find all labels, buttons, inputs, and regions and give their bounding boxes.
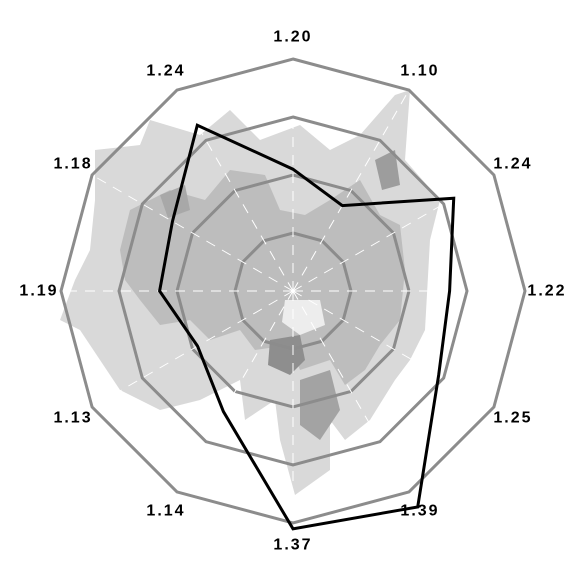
- spoke-label-4: 1.25: [493, 410, 532, 427]
- radar-spokes: [43, 41, 543, 541]
- spoke-7: [167, 290, 294, 508]
- map-region-dark-2: [300, 370, 340, 440]
- series-0-line: [158, 123, 456, 531]
- spoke-label-0: 1.20: [273, 29, 312, 46]
- spoke-label-7: 1.14: [146, 502, 185, 519]
- radar-series: [158, 123, 456, 531]
- spoke-10: [76, 165, 294, 292]
- map-region-center: [282, 300, 325, 335]
- spoke-11: [167, 74, 294, 292]
- map-region-dark-4: [375, 150, 400, 190]
- spoke-label-1: 1.10: [400, 63, 439, 80]
- grid-ring-3: [117, 115, 469, 467]
- spoke-4: [292, 290, 510, 417]
- map-region-dark-3: [160, 185, 190, 218]
- spoke-label-10: 1.18: [53, 156, 92, 173]
- spoke-label-11: 1.24: [146, 63, 185, 80]
- spoke-label-2: 1.24: [493, 156, 532, 173]
- spoke-label-3: 1.22: [527, 283, 566, 300]
- spoke-label-9: 1.19: [19, 283, 58, 300]
- spoke-label-8: 1.13: [53, 410, 92, 427]
- spoke-2: [292, 165, 510, 292]
- spoke-1: [292, 74, 419, 292]
- spoke-labels: 1.20 1.10 1.24 1.22 1.25 1.39 1.37 1.14 1.13 1.19…: [19, 29, 566, 554]
- grid-ring-4: [59, 57, 527, 525]
- spoke-5: [292, 290, 419, 508]
- spoke-label-5: 1.39: [400, 502, 439, 519]
- spoke-8: [76, 290, 294, 417]
- spoke-label-6: 1.37: [273, 537, 312, 554]
